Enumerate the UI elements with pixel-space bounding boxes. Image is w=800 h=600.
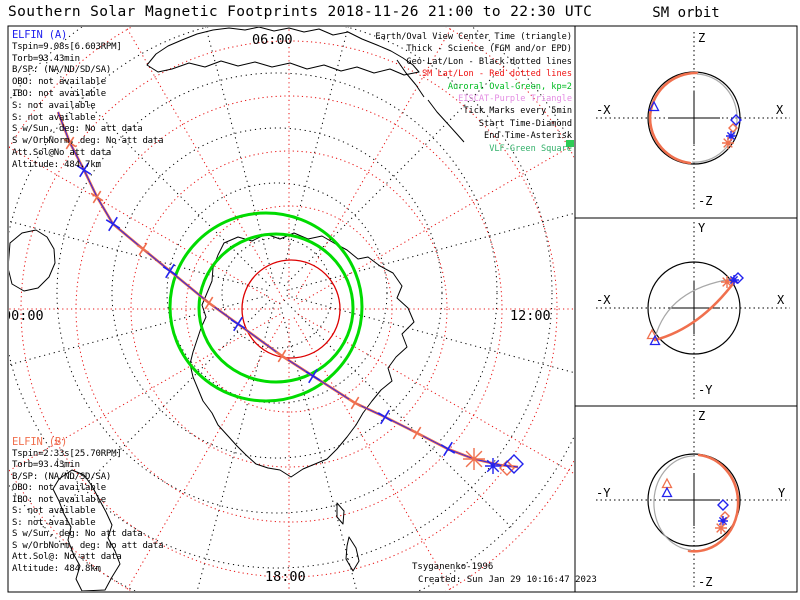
legend-item-end-time: End Time-Asterisk bbox=[484, 131, 572, 142]
legend-item-start-time: Start Time-Diamond bbox=[478, 118, 572, 129]
sm-orbit-title: SM orbit bbox=[652, 5, 720, 21]
panel-markers bbox=[661, 477, 730, 534]
info-line: S w/Sun, deg: No att data bbox=[12, 529, 143, 539]
legend-item-vlf: VLF-Green Square bbox=[489, 143, 572, 154]
orbit-arc-gray bbox=[654, 278, 733, 339]
axis-label: X bbox=[776, 103, 784, 117]
panel-markers bbox=[646, 272, 744, 346]
legend-item-thick-science: Thick - Science (FGM and/or EPD) bbox=[406, 44, 572, 55]
info-line: Altitude: 484.8km bbox=[12, 563, 101, 574]
elfin-b-info: ELFIN (B) Tspin=2.33s[25.70RPM] Torb=93.… bbox=[12, 436, 164, 575]
info-line: S w/Sun, deg: No att data bbox=[12, 124, 143, 135]
plot-credits: Tsyganenko-1996 Created: Sun Jan 29 10:1… bbox=[412, 561, 597, 586]
mlt-label-0000: 00:00 bbox=[3, 308, 44, 324]
axis-label: -X bbox=[596, 103, 611, 117]
legend-item-tick-marks: Tick Marks every 5min bbox=[463, 106, 572, 117]
legend-item-auroral-oval: Auroral Oval-Green, kp=2 bbox=[447, 81, 572, 92]
track-end-markers bbox=[463, 448, 524, 476]
coast-australia bbox=[146, 27, 420, 76]
info-line: B/SP: (NA/ND/SD/SA) bbox=[12, 471, 112, 482]
orbit-circle bbox=[647, 261, 741, 355]
elfin-a-label: ELFIN (A) bbox=[12, 29, 68, 41]
sm-graticule bbox=[9, 27, 574, 591]
geo-graticule bbox=[9, 27, 574, 591]
auroral-oval-inner bbox=[197, 232, 355, 384]
axis-label: -Z bbox=[698, 194, 712, 208]
coast-south-america bbox=[52, 469, 121, 591]
orbit-arc-elfin bbox=[653, 279, 737, 342]
info-line: OBO: not available bbox=[12, 77, 106, 88]
axis-label: Y bbox=[778, 486, 786, 500]
axis-label: Z bbox=[698, 31, 705, 45]
info-line: Att.Sol@: No att data bbox=[12, 552, 122, 562]
panel-markers bbox=[648, 100, 742, 149]
legend-item-sm-latlon: SM Lat/Lon - Red dotted lines bbox=[421, 69, 572, 80]
info-line: B/SP: (NA/ND/SD/SA) bbox=[12, 65, 112, 76]
info-line: S: not available bbox=[12, 112, 96, 123]
sm-orbit-panel-xy: Y -X X -Y bbox=[596, 221, 790, 402]
info-line: S w/OrbNorm, deg: No att data bbox=[12, 540, 164, 551]
info-line: Tspin=2.33s[25.70RPM] bbox=[12, 448, 122, 459]
coast-islands-ne bbox=[396, 59, 465, 143]
orbit-panel-frame bbox=[574, 25, 798, 593]
axis-label: Z bbox=[698, 409, 705, 423]
page-title: Southern Solar Magnetic Footprints 2018-… bbox=[8, 4, 593, 20]
axis-label: -Y bbox=[596, 486, 611, 500]
info-line: S: not available bbox=[12, 506, 96, 516]
mlt-label-1800: 18:00 bbox=[265, 569, 306, 585]
sm-orbit-panel-yz: Z -Y Y -Z bbox=[596, 409, 790, 589]
info-line: Torb=93.43min bbox=[12, 53, 80, 64]
mlt-label-1200: 12:00 bbox=[510, 308, 551, 324]
orbit-arc-gray bbox=[691, 73, 738, 163]
axis-label: -X bbox=[596, 293, 611, 307]
auroral-oval-outer bbox=[168, 211, 364, 403]
info-line: IBO: not available bbox=[12, 494, 106, 505]
sm-orbit-panel-xz: Z -X X -Z bbox=[596, 31, 790, 212]
info-line: IBO: not available bbox=[12, 88, 106, 99]
axis-label: -Z bbox=[698, 575, 712, 589]
legend: Earth/Oval View Center Time (triangle) T… bbox=[375, 31, 572, 155]
legend-item-geo-latlon: Geo Lat/Lon - Black dotted lines bbox=[406, 56, 572, 67]
mlt-label-0600: 06:00 bbox=[252, 32, 293, 48]
legend-item-center-time: Earth/Oval View Center Time (triangle) bbox=[375, 32, 572, 42]
orbit-arc-elfin bbox=[648, 71, 699, 165]
info-line: Altitude: 484.7km bbox=[12, 159, 101, 170]
model-credit: Tsyganenko-1996 bbox=[412, 562, 494, 572]
axis-label: X bbox=[777, 293, 785, 307]
elfin-a-info: ELFIN (A) Tspin=9.08s[6.603RPM] Torb=93.… bbox=[12, 29, 164, 172]
vlf-square-marker bbox=[566, 140, 574, 147]
info-line: Tspin=9.08s[6.603RPM] bbox=[12, 41, 122, 52]
orbit-arc-gray bbox=[653, 455, 696, 551]
coast-antarctica bbox=[189, 232, 415, 478]
coast-new-zealand bbox=[336, 502, 360, 572]
orbit-arc-elfin bbox=[687, 453, 740, 553]
info-line: S: not available bbox=[12, 517, 96, 528]
info-line: Att.Sol@No att data bbox=[12, 147, 112, 158]
coastlines bbox=[9, 27, 465, 591]
sm-lat-circle bbox=[241, 259, 341, 359]
footprint-track bbox=[56, 111, 519, 469]
elfin-b-label: ELFIN (B) bbox=[12, 436, 68, 448]
axis-label: Y bbox=[698, 221, 706, 235]
created-timestamp: Created: Sun Jan 29 10:16:47 2023 bbox=[418, 574, 597, 585]
info-line: Torb=93.43min bbox=[12, 460, 80, 470]
info-line: OBO: not available bbox=[12, 483, 106, 493]
legend-item-eiscat: EISCAT-Purple Triangle bbox=[458, 94, 572, 105]
orbit-circle bbox=[647, 453, 741, 547]
info-line: S: not available bbox=[12, 100, 96, 111]
info-line: S w/OrbNorm, deg: No att data bbox=[12, 136, 164, 147]
axis-label: -Y bbox=[698, 383, 713, 397]
coast-left-landmass bbox=[9, 229, 56, 292]
